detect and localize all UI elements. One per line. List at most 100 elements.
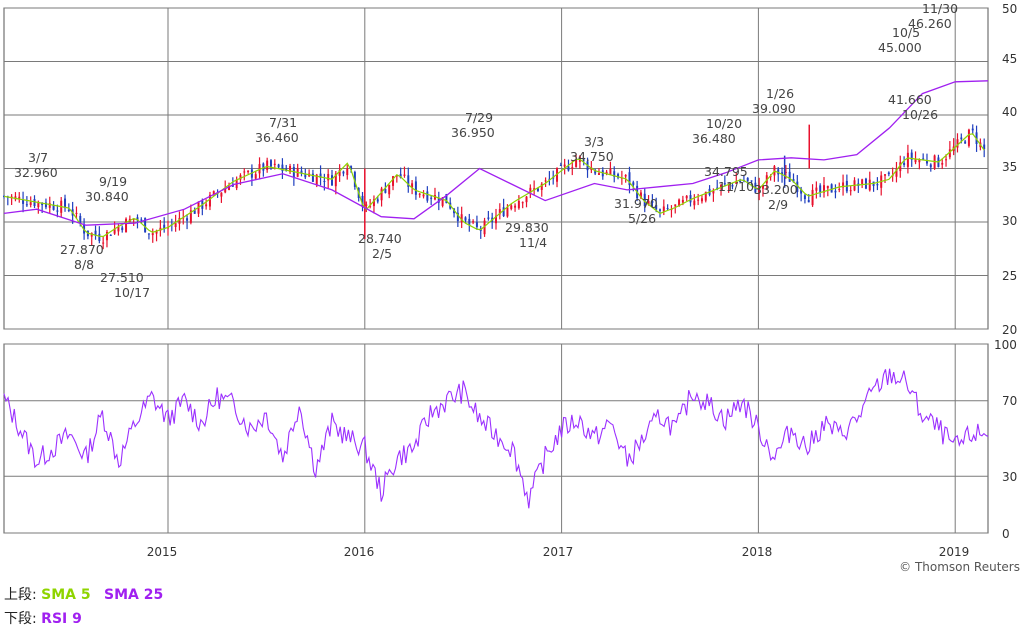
annotation-value: 34.750 <box>570 149 614 164</box>
candle-body <box>609 168 612 175</box>
candle-body <box>475 222 478 227</box>
x-tick-label: 2019 <box>939 545 970 559</box>
candle-body <box>460 214 463 223</box>
candle-body <box>79 215 82 224</box>
candle-body <box>266 160 269 170</box>
candle-body <box>323 181 326 183</box>
rsi9-line <box>3 368 989 509</box>
candle-body <box>788 171 791 182</box>
candle-body <box>548 178 551 180</box>
candle-body <box>769 176 772 178</box>
candle-body <box>597 173 600 175</box>
x-tick-label: 2016 <box>344 545 375 559</box>
candle-body <box>418 193 421 195</box>
candle-body <box>624 175 627 177</box>
rsi-series <box>3 368 989 509</box>
candle-body <box>613 171 616 177</box>
annotation-label: 1/26 39.090 <box>752 86 796 116</box>
candle-body <box>861 179 864 185</box>
annotation-value: 39.090 <box>752 101 796 116</box>
rsi-y-ticks: 100 70 30 0 <box>994 338 1017 541</box>
candle-body <box>594 169 597 174</box>
candle-body <box>906 152 909 167</box>
annotation-value: 41.660 <box>888 92 932 107</box>
annotation-label: 41.660 10/26 <box>888 92 938 122</box>
candle-body <box>525 196 528 203</box>
candle-body <box>815 187 818 191</box>
candle-body <box>258 164 261 174</box>
candle-body <box>319 173 322 178</box>
legend-lower: 下段: RSI 9 <box>4 608 82 628</box>
candle-body <box>18 196 21 199</box>
price-tick-label: 35 <box>1002 160 1017 174</box>
legend-lower-prefix: 下段: <box>4 611 37 627</box>
candle-body <box>502 207 505 217</box>
candle-body <box>838 188 841 190</box>
candle-body <box>334 173 337 187</box>
candle-body <box>67 209 70 211</box>
candle-body <box>510 205 513 209</box>
candle-body <box>231 184 234 187</box>
annotation-label: 7/31 36.460 <box>255 115 299 145</box>
candle-body <box>945 159 948 161</box>
candle-body <box>895 168 898 177</box>
candle-body <box>948 149 951 158</box>
candle-body <box>674 204 677 207</box>
annotation-value: 36.460 <box>255 130 299 145</box>
candle-body <box>380 188 383 201</box>
candle-body <box>151 233 154 236</box>
candle-body <box>372 199 375 207</box>
candle-body <box>903 163 906 165</box>
candle-body <box>571 167 574 169</box>
candle-body <box>849 190 852 192</box>
candle-body <box>273 163 276 165</box>
candle-body <box>105 231 108 241</box>
candle-body <box>289 166 292 172</box>
legend-sma5: SMA 5 <box>41 587 91 603</box>
candle-body <box>956 139 959 148</box>
candle-body <box>239 175 242 180</box>
candle-body <box>346 168 349 176</box>
candle-body <box>689 195 692 203</box>
candle-body <box>365 204 368 206</box>
annotation-label: 31.970 5/26 <box>614 196 658 226</box>
candle-body <box>395 175 398 177</box>
candle-body <box>792 179 795 183</box>
x-tick-label: 2018 <box>742 545 773 559</box>
annotation-date: 11/30 <box>922 1 958 16</box>
candle-body <box>681 199 684 203</box>
candle-body <box>819 185 822 193</box>
candle-body <box>960 137 963 139</box>
candle-body <box>941 162 944 165</box>
candle-body <box>132 218 135 220</box>
candle-body <box>441 197 444 206</box>
candle-body <box>803 195 806 200</box>
annotation-date: 11/10 <box>718 179 754 194</box>
annotation-date: 3/3 <box>584 134 604 149</box>
candle-body <box>823 185 825 193</box>
candle-body <box>186 218 189 221</box>
price-tick-label: 50 <box>1002 2 1017 16</box>
annotation-value: 31.970 <box>614 196 658 211</box>
candle-body <box>140 219 143 221</box>
annotation-label: 7/29 36.950 <box>451 110 495 140</box>
annotation-date: 11/4 <box>519 235 547 250</box>
candle-body <box>75 212 78 214</box>
candle-body <box>193 210 196 214</box>
candle-body <box>731 185 734 187</box>
candle-body <box>468 218 471 226</box>
candle-body <box>208 194 211 207</box>
annotation-label: 34.795 11/10 <box>704 164 754 194</box>
candle-body <box>735 181 738 184</box>
candle-body <box>617 174 620 178</box>
price-gridlines <box>4 7 988 330</box>
candle-body <box>456 212 459 222</box>
candle-body <box>517 200 520 209</box>
candle-body <box>155 230 158 234</box>
annotation-label: 33.200 2/9 <box>754 182 798 212</box>
stock-chart: 50 45 40 35 30 25 20 3/7 32.960 9/19 30.840… <box>3 1 1018 559</box>
candle-body <box>536 188 539 191</box>
annotation-value: 36.950 <box>451 125 495 140</box>
x-axis-labels: 2015 2016 2017 2018 2019 <box>147 545 970 559</box>
legend-rsi: RSI 9 <box>41 611 82 627</box>
